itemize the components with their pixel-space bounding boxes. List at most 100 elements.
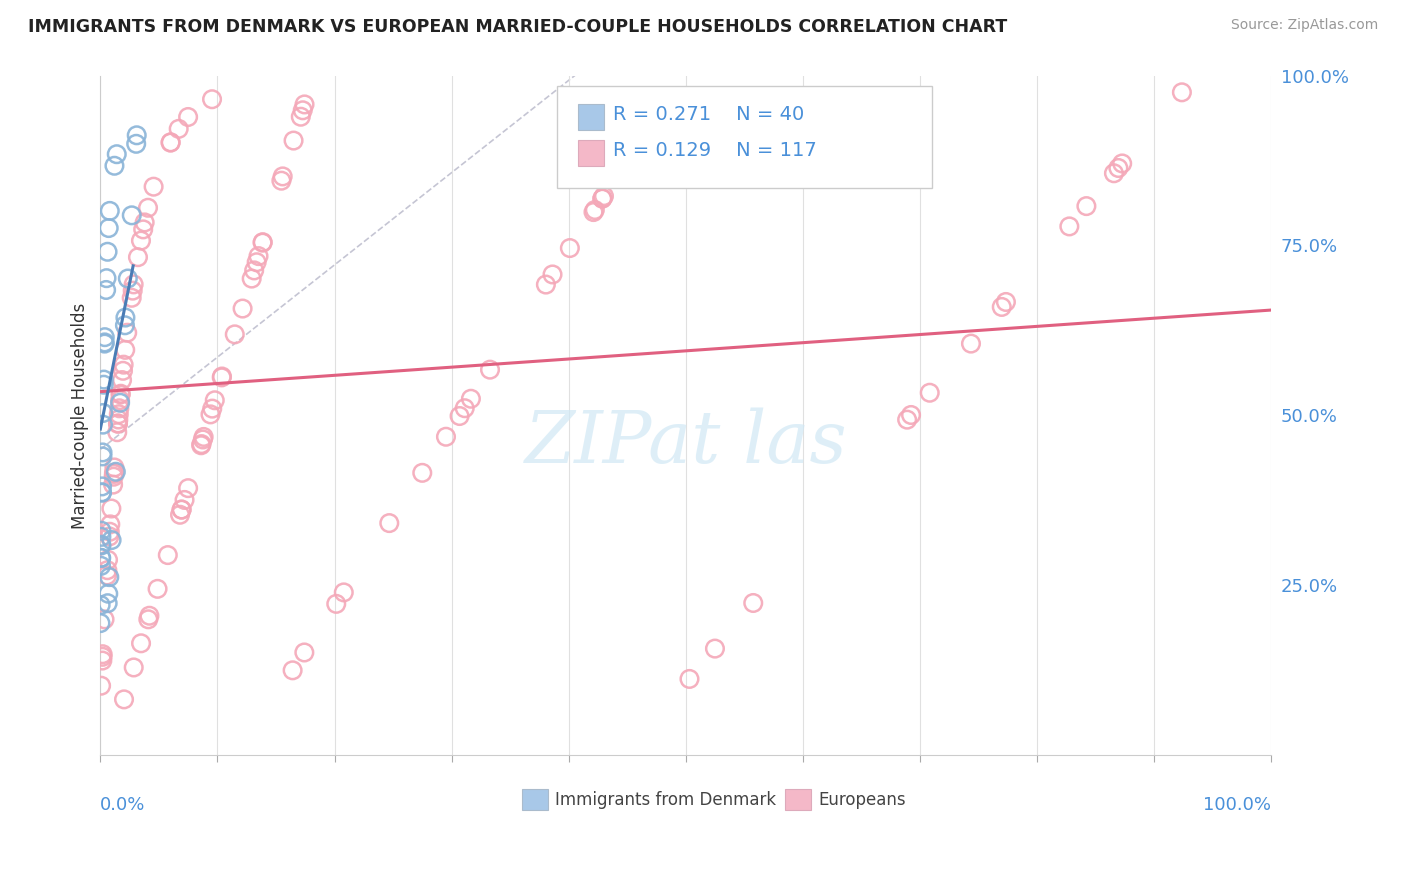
Point xyxy=(93,612,115,626)
Point xyxy=(111,373,134,387)
Point xyxy=(96,271,118,285)
Point xyxy=(91,649,114,664)
Point xyxy=(159,136,181,150)
Point xyxy=(103,467,125,481)
Point xyxy=(558,241,581,255)
Point xyxy=(108,401,131,416)
Point xyxy=(122,660,145,674)
Point xyxy=(100,533,122,547)
Point xyxy=(107,417,129,431)
Point xyxy=(582,205,605,219)
Point xyxy=(98,203,121,218)
Point xyxy=(107,417,129,431)
Point xyxy=(125,136,148,151)
Point xyxy=(169,508,191,522)
Point xyxy=(96,568,118,582)
Point xyxy=(1076,199,1098,213)
Point xyxy=(190,437,212,451)
Point xyxy=(159,136,181,150)
Point xyxy=(232,301,254,316)
Point xyxy=(103,466,125,480)
Point xyxy=(98,517,121,532)
Point xyxy=(97,221,120,235)
Bar xyxy=(522,789,547,810)
Point xyxy=(98,570,121,584)
Point xyxy=(91,485,114,500)
Point xyxy=(125,128,148,143)
Point xyxy=(122,277,145,292)
Point xyxy=(742,596,765,610)
Point xyxy=(115,326,138,340)
Point xyxy=(583,202,606,217)
Point xyxy=(247,249,270,263)
Point xyxy=(270,174,292,188)
Point xyxy=(224,327,246,342)
Point xyxy=(325,597,347,611)
Point xyxy=(211,370,233,384)
Point xyxy=(103,460,125,475)
Point xyxy=(900,408,922,422)
Point xyxy=(108,407,131,421)
Point xyxy=(173,492,195,507)
Text: R = 0.129    N = 117: R = 0.129 N = 117 xyxy=(613,141,817,160)
Point xyxy=(591,191,613,205)
Point xyxy=(291,103,314,118)
Point xyxy=(1171,85,1194,99)
Point xyxy=(704,641,727,656)
Text: 100.0%: 100.0% xyxy=(1204,797,1271,814)
Point xyxy=(96,563,118,577)
Point xyxy=(156,548,179,562)
Point xyxy=(127,250,149,264)
Point xyxy=(121,291,143,305)
Point xyxy=(142,179,165,194)
Point xyxy=(138,608,160,623)
Point xyxy=(91,485,114,500)
Point xyxy=(129,636,152,650)
Point xyxy=(211,369,233,384)
Point xyxy=(167,121,190,136)
Point xyxy=(246,255,269,269)
Point xyxy=(411,466,433,480)
Point xyxy=(170,502,193,516)
Point xyxy=(90,679,112,693)
Text: Europeans: Europeans xyxy=(818,790,905,808)
Point xyxy=(136,201,159,215)
Y-axis label: Married-couple Households: Married-couple Households xyxy=(72,302,89,529)
Point xyxy=(96,244,118,259)
Point xyxy=(243,263,266,277)
Point xyxy=(93,336,115,351)
Point xyxy=(200,408,222,422)
Point xyxy=(111,364,134,378)
Point xyxy=(90,524,112,538)
Text: Immigrants from Denmark: Immigrants from Denmark xyxy=(554,790,776,808)
Point xyxy=(105,425,128,440)
Bar xyxy=(578,104,603,130)
Point xyxy=(114,343,136,357)
Point xyxy=(98,524,121,539)
Point xyxy=(103,469,125,483)
Point xyxy=(281,663,304,677)
Point xyxy=(541,268,564,282)
Point xyxy=(91,654,114,668)
Point xyxy=(108,393,131,408)
Point xyxy=(593,189,616,203)
Point xyxy=(132,222,155,236)
Point xyxy=(90,550,112,565)
Point xyxy=(110,386,132,401)
Point xyxy=(170,502,193,516)
Text: Source: ZipAtlas.com: Source: ZipAtlas.com xyxy=(1230,18,1378,32)
Point xyxy=(90,538,112,552)
Point xyxy=(591,192,613,206)
Point xyxy=(252,235,274,250)
Point xyxy=(896,412,918,426)
Point xyxy=(678,672,700,686)
Point xyxy=(90,558,112,573)
Point xyxy=(90,539,112,553)
Point xyxy=(623,142,645,156)
Point xyxy=(146,582,169,596)
Point xyxy=(990,300,1012,314)
Point xyxy=(93,335,115,350)
Point xyxy=(1102,166,1125,180)
Text: 0.0%: 0.0% xyxy=(100,797,146,814)
Point xyxy=(201,401,224,416)
